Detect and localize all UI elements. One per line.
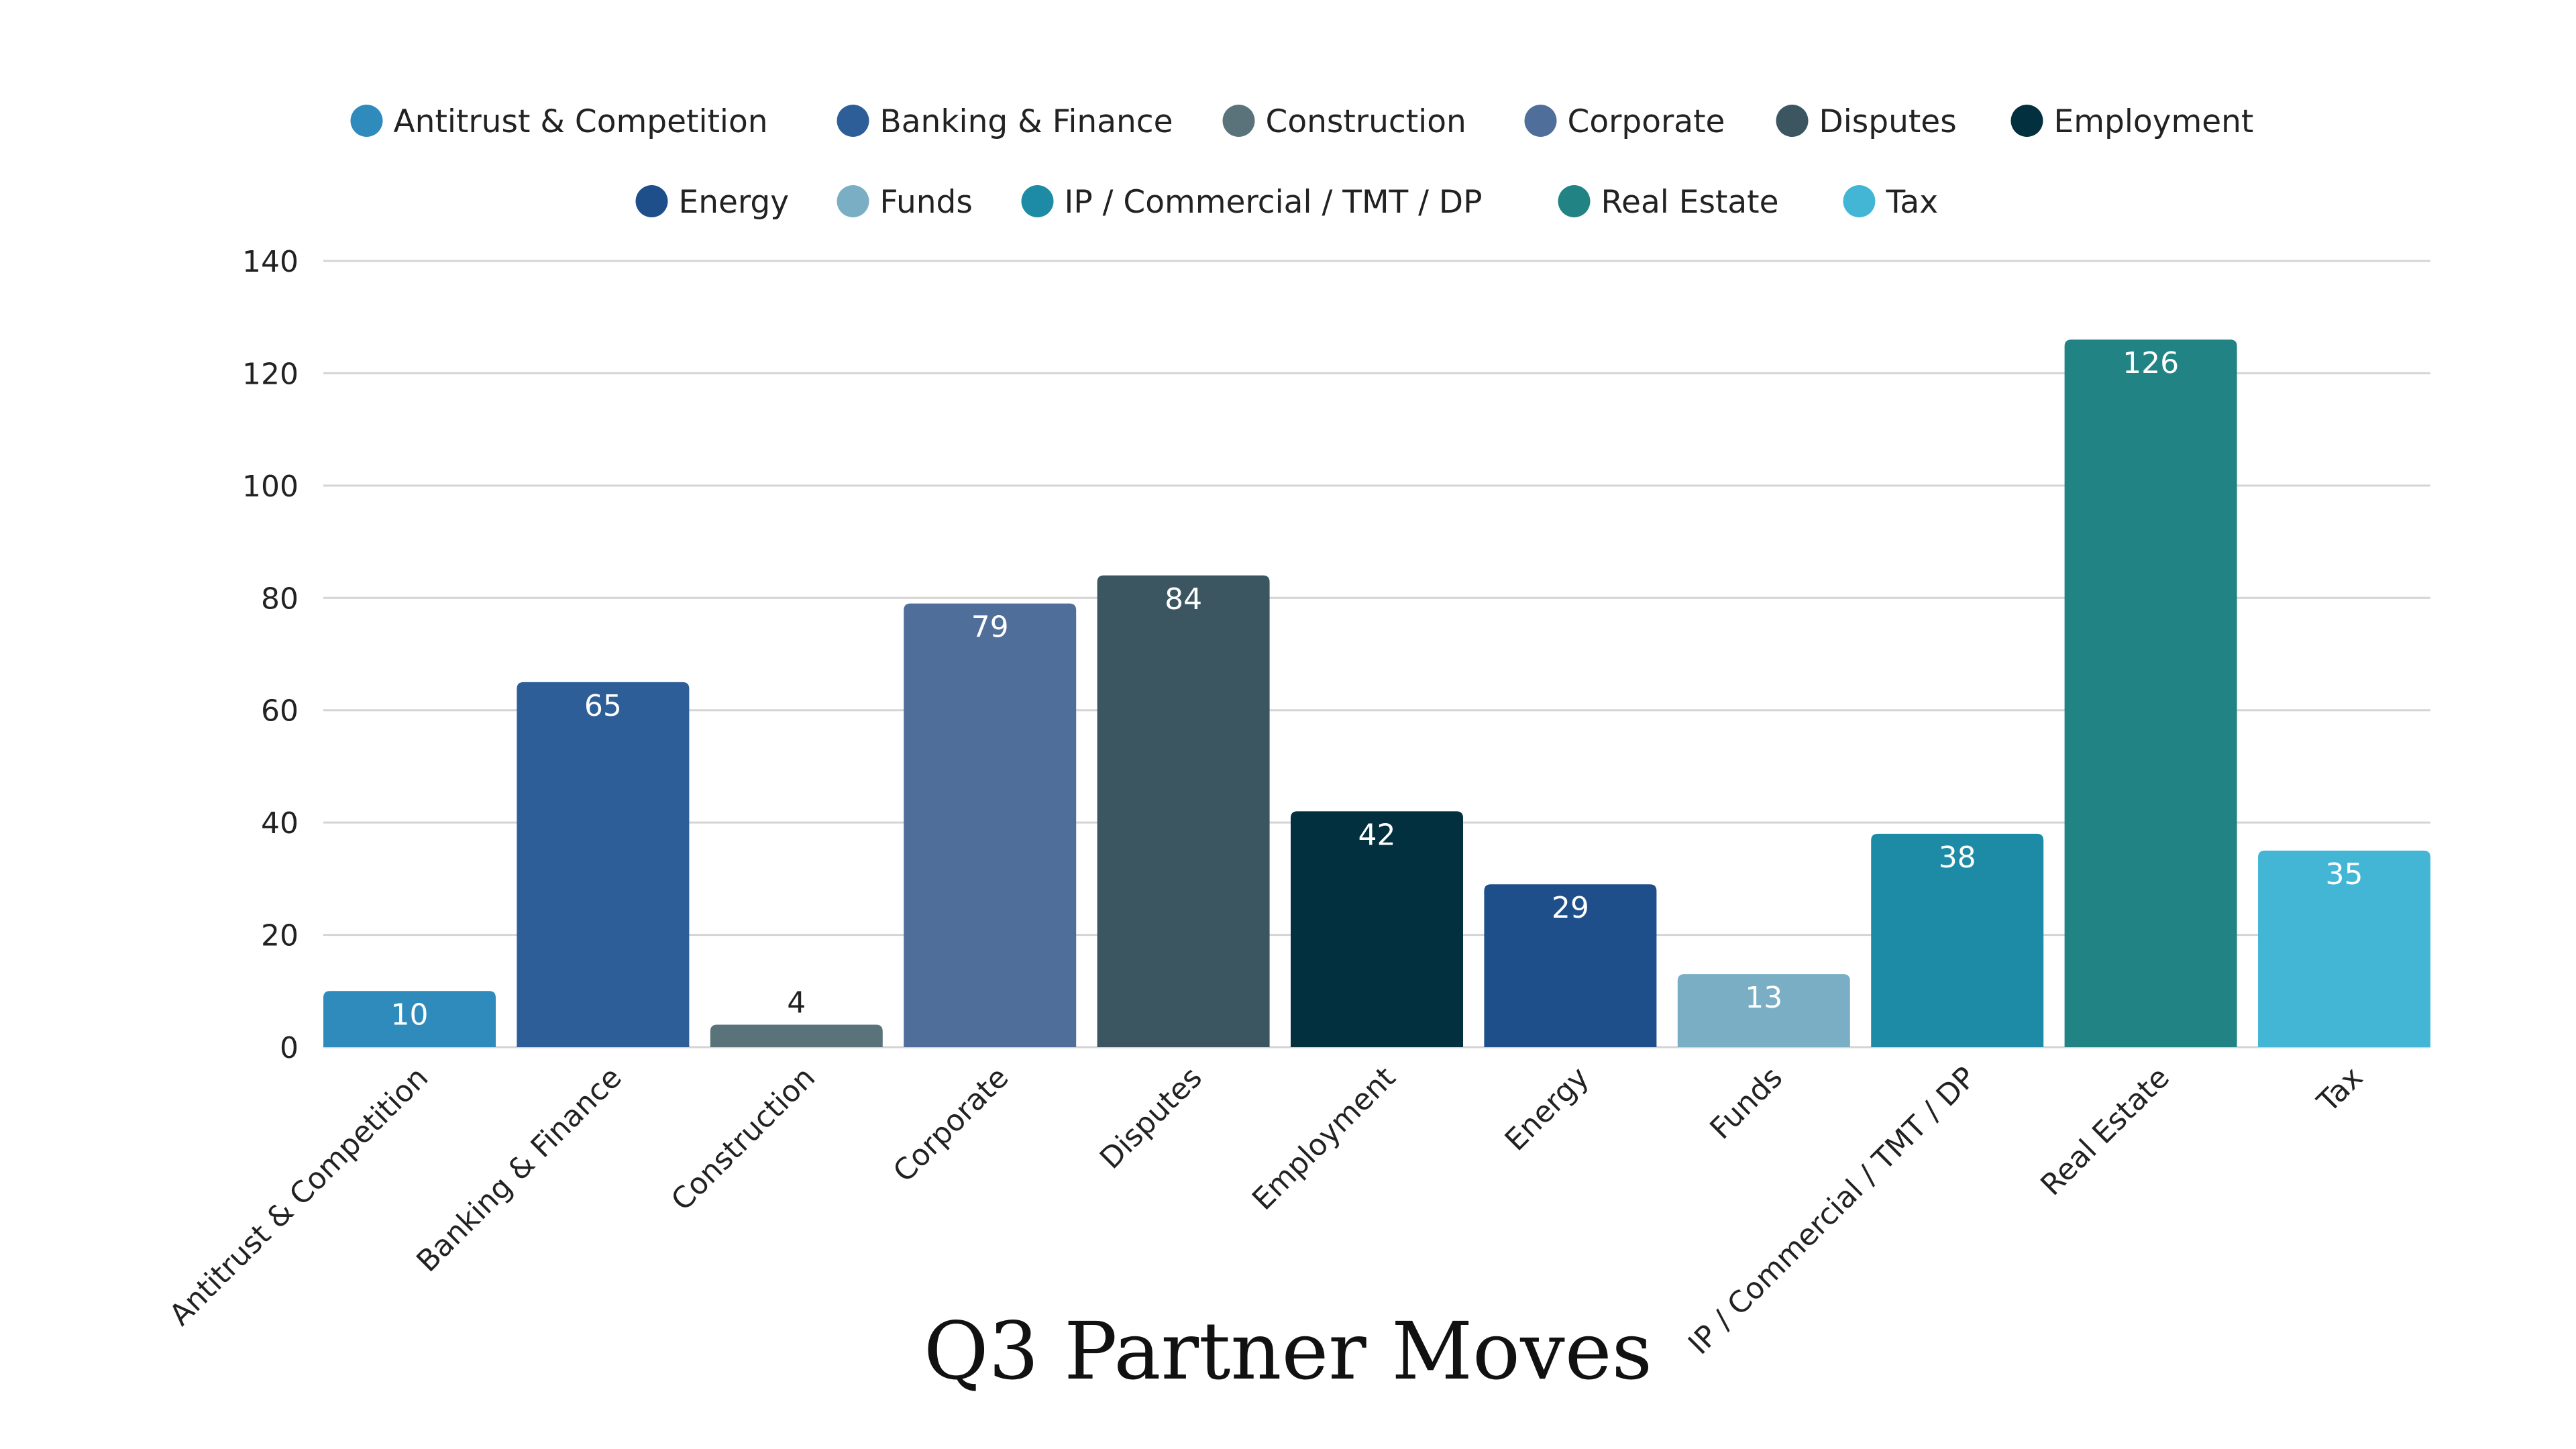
y-tick-label: 80 [261, 582, 299, 616]
bar [1097, 575, 1270, 1047]
x-tick-label: Real Estate [2034, 1061, 2176, 1203]
legend-swatch [1558, 185, 1591, 217]
legend-item: Antitrust & Competition [350, 103, 768, 140]
data-label: 29 [1552, 891, 1589, 925]
y-tick-label: 20 [261, 919, 299, 953]
legend-item: Banking & Finance [837, 103, 1173, 140]
y-tick-label: 120 [242, 357, 299, 391]
y-tick-label: 0 [280, 1031, 299, 1065]
data-label: 38 [1939, 841, 1976, 875]
data-label: 42 [1358, 818, 1396, 852]
legend-swatch [1021, 185, 1054, 217]
legend-label: IP / Commercial / TMT / DP [1065, 184, 1483, 221]
legend-item: Funds [837, 184, 973, 221]
legend-label: Energy [679, 184, 790, 221]
data-label: 4 [787, 986, 806, 1020]
legend-label: Antitrust & Competition [394, 103, 768, 140]
bar [1677, 974, 1850, 1047]
x-tick-label: Funds [1703, 1061, 1789, 1146]
legend-label: Corporate [1568, 103, 1725, 140]
legend-label: Banking & Finance [880, 103, 1173, 140]
legend-label: Tax [1886, 184, 1939, 221]
y-axis-ticks: 0 20 40 60 80 100 120 140 [242, 245, 299, 1065]
data-label: 84 [1165, 582, 1202, 616]
y-tick-label: 60 [261, 694, 299, 729]
legend-item: Corporate [1524, 103, 1725, 140]
legend-swatch [837, 105, 869, 137]
y-tick-label: 100 [242, 470, 299, 504]
legend-swatch [1776, 105, 1809, 137]
legend-label: Disputes [1819, 103, 1957, 140]
data-label: 13 [1745, 981, 1782, 1015]
legend-swatch [837, 185, 869, 217]
bar [1484, 884, 1657, 1047]
legend: Antitrust & Competition Banking & Finance… [350, 103, 2254, 221]
legend-item: Disputes [1776, 103, 1957, 140]
legend-swatch [635, 185, 668, 217]
legend-swatch [1843, 185, 1876, 217]
data-label: 35 [2326, 857, 2363, 892]
x-tick-label: Tax [2310, 1061, 2369, 1120]
legend-item: Employment [2010, 103, 2254, 140]
x-tick-label: Corporate [887, 1061, 1016, 1189]
data-label: 10 [390, 998, 428, 1032]
bar [517, 682, 690, 1047]
legend-label: Employment [2054, 103, 2254, 140]
legend-label: Real Estate [1601, 184, 1779, 221]
bars [323, 339, 2430, 1048]
bar [2064, 339, 2237, 1048]
data-label: 65 [584, 689, 622, 723]
x-tick-label: Employment [1246, 1061, 1402, 1217]
bar [1871, 833, 2044, 1047]
legend-item: Tax [1843, 184, 1939, 221]
legend-item: IP / Commercial / TMT / DP [1021, 184, 1483, 221]
bar [1291, 811, 1463, 1047]
legend-swatch [1524, 105, 1557, 137]
x-tick-label: Construction [665, 1061, 822, 1218]
legend-item: Real Estate [1558, 184, 1779, 221]
data-labels: 10 65 4 79 84 42 29 13 38 126 35 [390, 346, 2363, 1032]
legend-swatch [350, 105, 383, 137]
y-tick-label: 40 [261, 806, 299, 841]
x-tick-label: Disputes [1093, 1061, 1209, 1176]
bar [710, 1024, 883, 1047]
legend-item: Construction [1222, 103, 1466, 140]
x-tick-label: Energy [1499, 1061, 1596, 1158]
y-tick-label: 140 [242, 245, 299, 279]
x-tick-label: Antitrust & Competition [163, 1061, 435, 1332]
bar [323, 991, 496, 1047]
bar [2258, 851, 2430, 1047]
x-tick-label: Banking & Finance [410, 1061, 628, 1279]
legend-swatch [1222, 105, 1255, 137]
chart-title: Q3 Partner Moves [924, 1305, 1652, 1397]
data-label: 79 [971, 610, 1009, 645]
data-label: 126 [2123, 346, 2179, 380]
legend-label: Funds [880, 184, 973, 221]
legend-label: Construction [1266, 103, 1466, 140]
bar [904, 603, 1077, 1047]
legend-swatch [2010, 105, 2043, 137]
legend-item: Energy [635, 184, 790, 221]
